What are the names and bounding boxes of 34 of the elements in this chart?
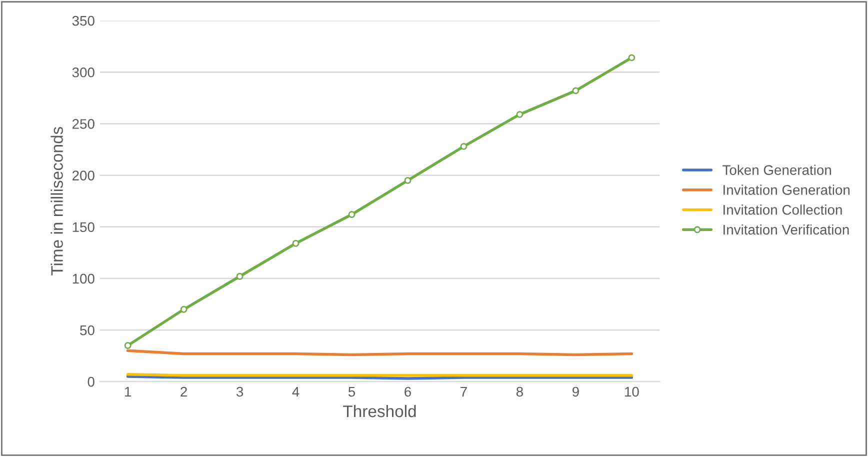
- point: [404, 176, 412, 184]
- y-tick-label: 350: [72, 16, 94, 26]
- y-tick-label: 150: [72, 222, 94, 232]
- y-tick-label: 100: [72, 274, 94, 284]
- point: [292, 240, 300, 247]
- legend-label: Invitation Generation: [724, 184, 850, 195]
- y-tick-label: 200: [72, 170, 94, 180]
- x-tick-label: 9: [572, 386, 579, 397]
- y-tick-label: 0: [88, 376, 94, 387]
- x-axis-title: Threshold: [343, 404, 416, 418]
- point: [124, 342, 132, 349]
- x-tick-label: 7: [460, 386, 467, 397]
- x-tick-label: 6: [404, 386, 411, 397]
- point: [348, 211, 356, 218]
- legend-label: Invitation Verification: [724, 224, 849, 235]
- point: [628, 54, 636, 62]
- x-tick-label: 3: [236, 386, 244, 397]
- x-tick-label: 2: [180, 386, 187, 397]
- legend-label: Invitation Collection: [724, 204, 842, 215]
- point: [460, 142, 468, 150]
- legend-label: Token Generation: [722, 164, 831, 175]
- y-tick-label: 250: [72, 119, 94, 129]
- y-tick-label: 300: [72, 67, 94, 78]
- x-tick-label: 1: [125, 386, 131, 397]
- point: [180, 306, 188, 313]
- y-axis-title: Time in milliseconds: [50, 126, 63, 276]
- y-tick-label: 50: [80, 325, 94, 336]
- x-tick-label: 8: [516, 386, 523, 397]
- point: [516, 110, 524, 118]
- point: [572, 87, 580, 94]
- x-tick-label: 5: [348, 386, 356, 397]
- x-tick-label: 4: [292, 386, 300, 397]
- x-tick-label: 10: [625, 386, 639, 397]
- point: [236, 272, 244, 280]
